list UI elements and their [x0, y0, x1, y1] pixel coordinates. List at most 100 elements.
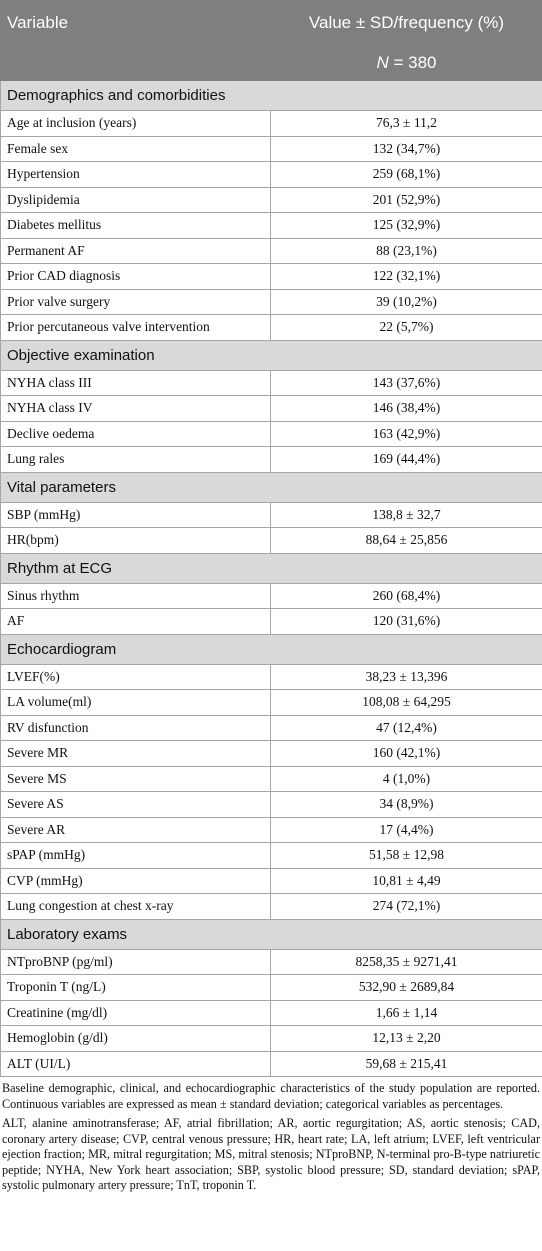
value-cell: 260 (68,4%)	[270, 582, 542, 609]
data-row: Hemoglobin (g/dl) 12,13 ± 2,20	[0, 1025, 542, 1052]
variable-cell: NYHA class III	[0, 369, 271, 396]
data-row: Severe AS 34 (8,9%)	[0, 791, 542, 818]
value-cell: 34 (8,9%)	[270, 791, 542, 818]
data-row: NYHA class IV 146 (38,4%)	[0, 395, 542, 422]
section-title: Objective examination	[0, 339, 542, 371]
data-row: Severe AR 17 (4,4%)	[0, 816, 542, 843]
section-row: Laboratory exams	[0, 918, 542, 950]
variable-cell: NTproBNP (pg/ml)	[0, 948, 271, 975]
variable-cell: Troponin T (ng/L)	[0, 974, 271, 1001]
value-cell: 12,13 ± 2,20	[270, 1025, 542, 1052]
variable-cell: Diabetes mellitus	[0, 212, 271, 239]
variable-cell: RV disfunction	[0, 714, 271, 741]
data-row: SBP (mmHg) 138,8 ± 32,7	[0, 501, 542, 528]
data-row: Dyslipidemia 201 (52,9%)	[0, 186, 542, 213]
data-row: Troponin T (ng/L) 532,90 ± 2689,84	[0, 974, 542, 1001]
data-row: sPAP (mmHg) 51,58 ± 12,98	[0, 842, 542, 869]
data-row: LA volume(ml) 108,08 ± 64,295	[0, 689, 542, 716]
value-cell: 143 (37,6%)	[270, 369, 542, 396]
variable-cell: Dyslipidemia	[0, 186, 271, 213]
value-cell: 163 (42,9%)	[270, 420, 542, 447]
value-cell: 47 (12,4%)	[270, 714, 542, 741]
footnote: ALT, alanine aminotransferase; AF, atria…	[2, 1116, 540, 1192]
variable-cell: Prior percutaneous valve intervention	[0, 314, 271, 341]
value-cell: 146 (38,4%)	[270, 395, 542, 422]
data-row: Severe MS 4 (1,0%)	[0, 765, 542, 792]
value-cell: 88,64 ± 25,856	[270, 527, 542, 554]
section-row: Demographics and comorbidities	[0, 80, 542, 111]
data-row: Age at inclusion (years) 76,3 ± 11,2	[0, 110, 542, 137]
value-cell: 122 (32,1%)	[270, 263, 542, 290]
data-row: RV disfunction 47 (12,4%)	[0, 714, 542, 741]
data-row: Female sex 132 (34,7%)	[0, 135, 542, 162]
variable-cell: Hypertension	[0, 161, 271, 188]
value-cell: 532,90 ± 2689,84	[270, 974, 542, 1001]
variable-cell: NYHA class IV	[0, 395, 271, 422]
value-cell: 4 (1,0%)	[270, 765, 542, 792]
value-cell: 160 (42,1%)	[270, 740, 542, 767]
value-cell: 51,58 ± 12,98	[270, 842, 542, 869]
data-row: ALT (UI/L) 59,68 ± 215,41	[0, 1050, 542, 1077]
data-row: HR(bpm) 88,64 ± 25,856	[0, 527, 542, 554]
n-symbol: N	[376, 52, 389, 72]
variable-cell: LA volume(ml)	[0, 689, 271, 716]
variable-cell: sPAP (mmHg)	[0, 842, 271, 869]
value-cell: 10,81 ± 4,49	[270, 867, 542, 894]
variable-cell: Severe MS	[0, 765, 271, 792]
value-cell: 8258,35 ± 9271,41	[270, 948, 542, 975]
header-cell	[0, 44, 271, 81]
variable-cell: Prior CAD diagnosis	[0, 263, 271, 290]
variable-cell: Severe AR	[0, 816, 271, 843]
variable-cell: Creatinine (mg/dl)	[0, 999, 271, 1026]
value-cell: 274 (72,1%)	[270, 893, 542, 920]
data-row: Prior CAD diagnosis 122 (32,1%)	[0, 263, 542, 290]
section-row: Objective examination	[0, 339, 542, 371]
value-cell: 59,68 ± 215,41	[270, 1050, 542, 1077]
variable-cell: Declive oedema	[0, 420, 271, 447]
section-row: Rhythm at ECG	[0, 552, 542, 584]
data-row: Creatinine (mg/dl) 1,66 ± 1,14	[0, 999, 542, 1026]
variable-cell: Permanent AF	[0, 237, 271, 264]
variable-cell: CVP (mmHg)	[0, 867, 271, 894]
value-cell: 138,8 ± 32,7	[270, 501, 542, 528]
data-row: Declive oedema 163 (42,9%)	[0, 420, 542, 447]
table: Variable Value ± SD/frequency (%) N = 38…	[0, 0, 542, 1077]
data-row: AF 120 (31,6%)	[0, 608, 542, 635]
header-row: Variable Value ± SD/frequency (%)	[0, 0, 542, 45]
header-cell: N = 380	[270, 44, 542, 81]
data-row: Severe MR 160 (42,1%)	[0, 740, 542, 767]
header-cell: Variable	[0, 0, 271, 45]
variable-cell: SBP (mmHg)	[0, 501, 271, 528]
variable-cell: HR(bpm)	[0, 527, 271, 554]
data-row: NTproBNP (pg/ml) 8258,35 ± 9271,41	[0, 948, 542, 975]
variable-cell: Sinus rhythm	[0, 582, 271, 609]
variable-cell: Prior valve surgery	[0, 288, 271, 315]
value-cell: 132 (34,7%)	[270, 135, 542, 162]
value-cell: 22 (5,7%)	[270, 314, 542, 341]
section-row: Vital parameters	[0, 471, 542, 503]
value-cell: 17 (4,4%)	[270, 816, 542, 843]
data-row: Permanent AF 88 (23,1%)	[0, 237, 542, 264]
variable-cell: Severe AS	[0, 791, 271, 818]
header-row: N = 380	[0, 44, 542, 81]
data-row: Sinus rhythm 260 (68,4%)	[0, 582, 542, 609]
value-cell: 39 (10,2%)	[270, 288, 542, 315]
section-title: Laboratory exams	[0, 918, 542, 950]
variable-cell: Lung congestion at chest x-ray	[0, 893, 271, 920]
variable-cell: Female sex	[0, 135, 271, 162]
value-cell: 259 (68,1%)	[270, 161, 542, 188]
value-cell: 201 (52,9%)	[270, 186, 542, 213]
value-cell: 76,3 ± 11,2	[270, 110, 542, 137]
section-row: Echocardiogram	[0, 633, 542, 665]
data-row: Hypertension 259 (68,1%)	[0, 161, 542, 188]
data-row: CVP (mmHg) 10,81 ± 4,49	[0, 867, 542, 894]
variable-cell: Lung rales	[0, 446, 271, 473]
data-row: NYHA class III 143 (37,6%)	[0, 369, 542, 396]
value-cell: 125 (32,9%)	[270, 212, 542, 239]
section-title: Echocardiogram	[0, 633, 542, 665]
header-cell: Value ± SD/frequency (%)	[270, 0, 542, 45]
value-cell: 1,66 ± 1,14	[270, 999, 542, 1026]
value-cell: 108,08 ± 64,295	[270, 689, 542, 716]
data-row: Lung rales 169 (44,4%)	[0, 446, 542, 473]
